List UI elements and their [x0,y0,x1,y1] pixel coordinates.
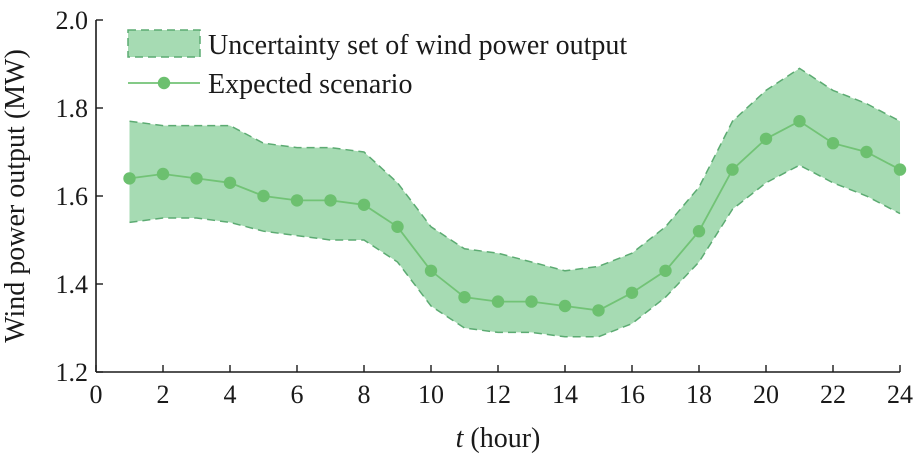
x-tick-label-12: 12 [485,380,511,409]
legend-label-band: Uncertainty set of wind power output [208,30,627,61]
expected-point-13 [525,295,538,308]
expected-point-17 [659,264,672,277]
x-axis-title-var: t [456,423,465,454]
band-lower-edge [129,164,901,338]
y-tick-label-1.6: 1.6 [56,182,89,211]
x-tick-label-14: 14 [552,380,578,409]
expected-point-1 [123,172,136,185]
y-axis-title: Wind power output (MW) [0,49,31,343]
expected-point-21 [793,115,806,128]
x-tick-label-20: 20 [753,380,779,409]
legend-band-swatch [127,29,201,58]
uncertainty-band-layer [129,67,901,338]
x-tick-label-2: 2 [157,380,170,409]
expected-point-11 [458,291,471,304]
expected-point-5 [257,189,270,203]
expected-point-7 [324,194,337,207]
y-tick-label-1.2: 1.2 [56,358,89,387]
expected-point-6 [290,194,304,207]
expected-point-3 [190,172,203,185]
expected-point-20 [759,132,773,145]
x-tick-label-6: 6 [291,380,304,409]
expected-point-8 [357,198,371,211]
legend-marker-swatch [157,76,171,90]
uncertainty-band [129,68,900,337]
expected-point-12 [491,295,505,308]
legend: Uncertainty set of wind power output Exp… [127,29,627,100]
expected-point-23 [860,145,873,159]
expected-scenario-layer [123,115,907,317]
x-tick-label-18: 18 [686,380,712,409]
y-tick-label-1.8: 1.8 [56,94,89,123]
legend-label-expected: Expected scenario [208,69,412,100]
x-axis-title: t (hour) [456,423,541,454]
expected-point-16 [625,286,639,299]
x-tick-label-22: 22 [820,380,846,409]
band-upper-edge [129,67,901,272]
expected-point-24 [893,163,907,176]
expected-point-18 [692,225,706,238]
x-tick-label-16: 16 [619,380,645,409]
expected-point-19 [726,163,739,176]
tick-labels: 0 2 4 6 8 10 12 14 16 18 20 22 241.21.41.61.82.0 [56,6,914,409]
x-tick-label-8: 8 [358,380,371,409]
x-tick-label-4: 4 [224,380,237,409]
axes [95,19,901,373]
expected-point-4 [223,176,237,189]
x-axis-title-unit: (hour) [463,423,540,454]
y-tick-label-1.4: 1.4 [56,270,89,299]
expected-point-9 [391,220,404,233]
expected-point-15 [592,304,605,317]
y-tick-label-2.0: 2.0 [56,6,89,35]
x-tick-label-24: 24 [887,380,913,409]
x-tick-label-0: 0 [90,380,103,409]
x-tick-label-10: 10 [418,380,444,409]
expected-point-22 [826,137,840,150]
expected-point-2 [156,167,170,181]
expected-point-14 [558,299,572,313]
expected-point-10 [424,264,438,277]
